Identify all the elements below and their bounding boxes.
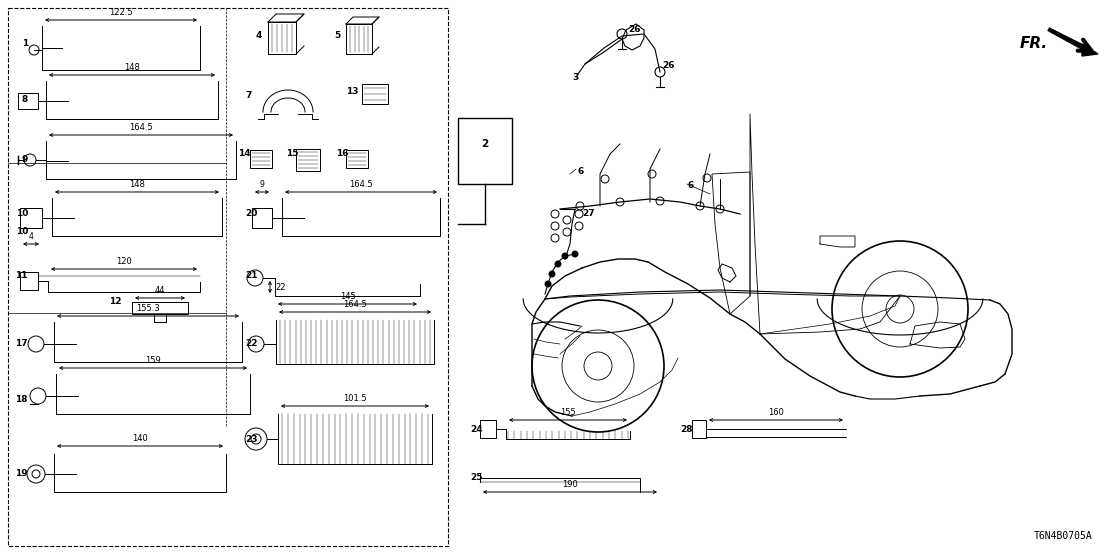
Text: 26: 26 xyxy=(661,61,675,70)
Bar xyxy=(250,150,271,168)
Circle shape xyxy=(548,270,555,278)
Text: 22: 22 xyxy=(245,340,257,348)
Text: 13: 13 xyxy=(346,88,359,96)
Text: 155: 155 xyxy=(561,408,576,417)
Text: 19: 19 xyxy=(16,469,28,479)
Bar xyxy=(480,420,496,438)
Text: 6: 6 xyxy=(688,182,695,191)
Text: 27: 27 xyxy=(582,209,595,218)
Text: 26: 26 xyxy=(628,25,640,34)
Text: 164.5: 164.5 xyxy=(349,180,373,189)
Text: 164.5: 164.5 xyxy=(130,123,153,132)
Text: 1: 1 xyxy=(22,39,28,49)
Text: 122.5: 122.5 xyxy=(110,8,133,17)
Polygon shape xyxy=(1083,44,1098,56)
Text: 28: 28 xyxy=(680,424,692,433)
Bar xyxy=(296,149,320,171)
Text: FR.: FR. xyxy=(1020,37,1048,52)
Text: 145: 145 xyxy=(340,292,356,301)
Bar xyxy=(252,208,271,228)
Text: 9: 9 xyxy=(259,180,265,189)
Circle shape xyxy=(572,250,578,258)
Text: 9: 9 xyxy=(22,156,28,165)
Text: 11: 11 xyxy=(16,271,28,280)
Circle shape xyxy=(554,260,562,268)
Text: 148: 148 xyxy=(129,180,145,189)
Text: 18: 18 xyxy=(16,394,28,403)
Text: 24: 24 xyxy=(470,424,483,433)
Text: 44: 44 xyxy=(155,286,165,295)
Text: 22: 22 xyxy=(275,283,286,291)
Text: 6: 6 xyxy=(577,167,583,176)
Text: 10: 10 xyxy=(16,209,28,218)
Text: 4: 4 xyxy=(256,32,263,40)
Text: T6N4B0705A: T6N4B0705A xyxy=(1034,531,1092,541)
Circle shape xyxy=(562,253,568,259)
Text: 148: 148 xyxy=(124,63,140,72)
Text: 159: 159 xyxy=(145,356,161,365)
Text: 8: 8 xyxy=(22,95,28,105)
Text: 7: 7 xyxy=(245,91,252,100)
Text: 16: 16 xyxy=(336,150,349,158)
Text: 10: 10 xyxy=(16,227,28,235)
Text: 14: 14 xyxy=(238,150,250,158)
Bar xyxy=(20,272,38,290)
Text: 23: 23 xyxy=(245,434,257,444)
Text: 140: 140 xyxy=(132,434,147,443)
Text: 4: 4 xyxy=(29,232,33,241)
Text: 5: 5 xyxy=(334,32,340,40)
Text: 15: 15 xyxy=(286,150,298,158)
Text: 12: 12 xyxy=(110,297,122,306)
Text: 20: 20 xyxy=(245,209,257,218)
Text: 190: 190 xyxy=(562,480,578,489)
Bar xyxy=(132,302,188,314)
Text: 17: 17 xyxy=(16,340,28,348)
Bar xyxy=(18,93,38,109)
Text: 120: 120 xyxy=(116,257,132,266)
Bar xyxy=(346,150,368,168)
Bar xyxy=(458,118,512,184)
Circle shape xyxy=(544,280,552,288)
Text: 101.5: 101.5 xyxy=(343,394,367,403)
Bar xyxy=(20,208,42,228)
Text: 155.3: 155.3 xyxy=(136,304,160,313)
Text: 3: 3 xyxy=(572,74,578,83)
Text: 25: 25 xyxy=(470,474,482,483)
Text: 2: 2 xyxy=(481,139,489,149)
Bar xyxy=(692,420,706,438)
Text: 164.5: 164.5 xyxy=(343,300,367,309)
Bar xyxy=(362,84,388,104)
Text: 160: 160 xyxy=(768,408,784,417)
Text: 21: 21 xyxy=(245,271,257,280)
